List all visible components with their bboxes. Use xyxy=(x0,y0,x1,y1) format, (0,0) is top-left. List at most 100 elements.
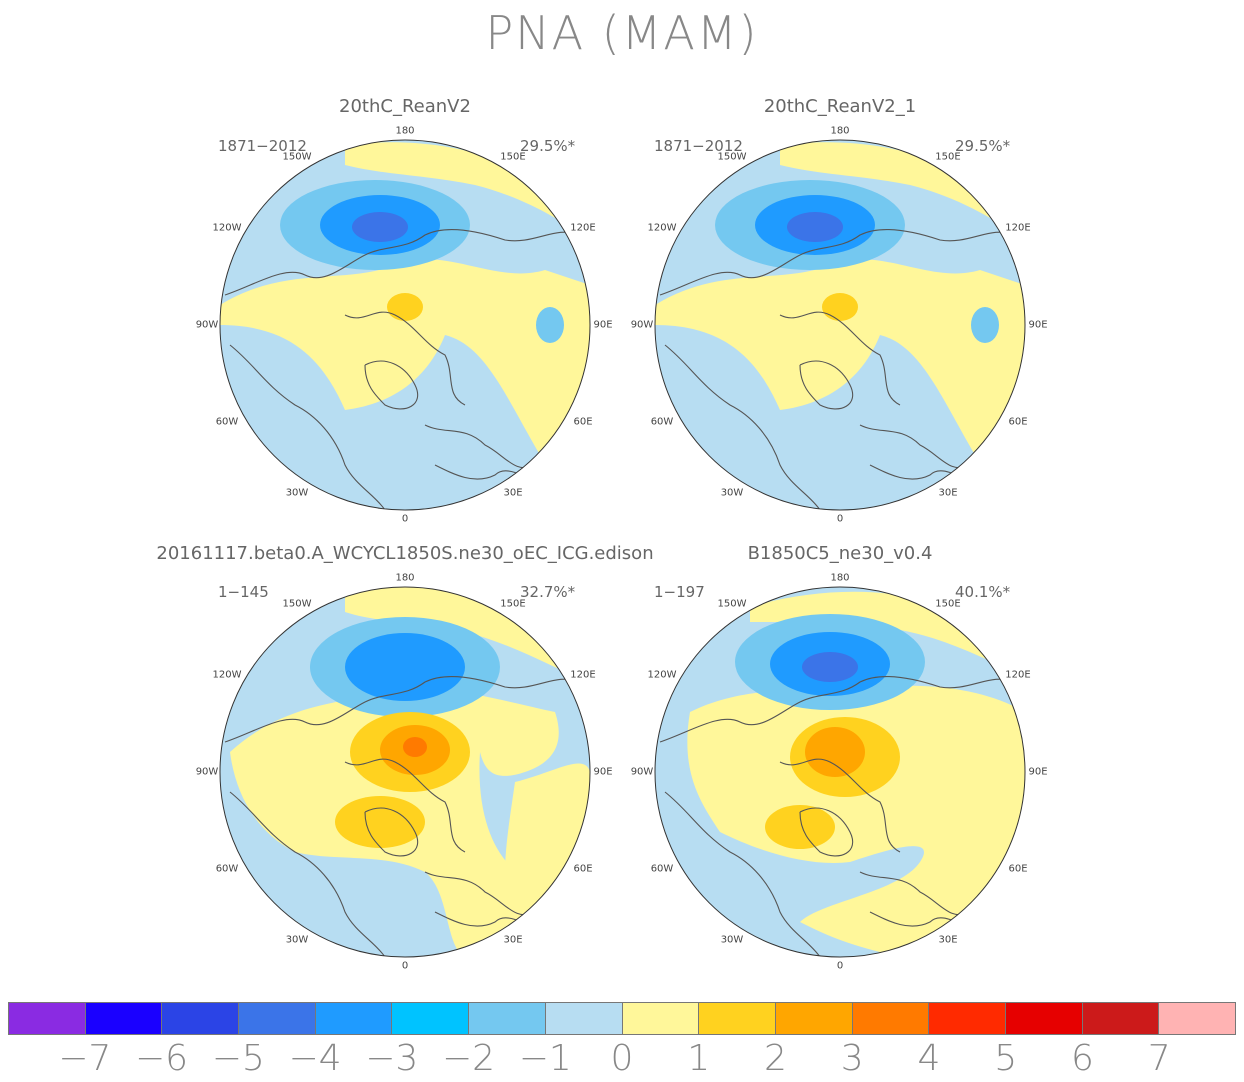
colorbar-tick-label: 4 xyxy=(917,1038,941,1079)
longitude-label: 90W xyxy=(195,319,219,331)
map-border xyxy=(654,586,1026,958)
colorbar-tick-label: 6 xyxy=(1071,1038,1094,1079)
contour-region xyxy=(655,259,1025,455)
longitude-label: 150W xyxy=(282,151,312,163)
polar-map-disk xyxy=(654,139,1026,511)
longitude-label: 150E xyxy=(935,151,961,163)
longitude-label: 60W xyxy=(650,416,674,428)
contour-region xyxy=(535,345,590,465)
map-border xyxy=(654,139,1026,511)
contour-region xyxy=(822,293,858,321)
colorbar-segment xyxy=(239,1003,316,1034)
variance-explained: 29.5%* xyxy=(955,137,1011,155)
longitude-label: 90E xyxy=(593,766,613,778)
colorbar-tick-label: −1 xyxy=(518,1038,572,1079)
polar-map-disk xyxy=(654,586,1026,958)
panel-years: 1−197 xyxy=(654,583,705,601)
longitude-label: 90W xyxy=(195,766,219,778)
longitude-label: 120W xyxy=(647,222,677,234)
contour-region xyxy=(220,259,590,455)
longitude-label: 30E xyxy=(938,487,958,499)
colorbar-tick-label: 0 xyxy=(610,1038,634,1079)
figure-title: PNA (MAM) xyxy=(485,6,759,60)
contour-region xyxy=(387,293,423,321)
panel-title: 20thC_ReanV2_1 xyxy=(763,96,917,117)
polar-map-disk xyxy=(219,586,591,958)
longitude-label: 150W xyxy=(717,151,747,163)
longitude-label: 180 xyxy=(395,572,415,584)
colorbar-tick-label: −6 xyxy=(134,1038,189,1079)
variance-explained: 32.7%* xyxy=(520,583,576,601)
colorbar-tick-label: 5 xyxy=(994,1038,1018,1079)
longitude-label: 120E xyxy=(570,669,596,681)
colorbar-segment xyxy=(929,1003,1006,1034)
coastline xyxy=(224,229,581,296)
coastline xyxy=(779,758,901,853)
longitude-label: 90W xyxy=(630,319,654,331)
coastline xyxy=(779,311,901,406)
longitude-label: 90E xyxy=(1028,319,1048,331)
colorbar-segment xyxy=(1159,1003,1235,1034)
colorbar-segment xyxy=(85,1003,163,1034)
longitude-label: 0 xyxy=(401,513,409,525)
contour-region xyxy=(805,727,865,777)
colorbar-segment xyxy=(162,1003,240,1034)
contour-region xyxy=(780,142,1015,235)
panel-years: 1−145 xyxy=(218,583,269,601)
colorbar-tick-label: −3 xyxy=(365,1038,419,1079)
colorbar-segment xyxy=(469,1003,546,1034)
variance-explained: 40.1%* xyxy=(955,583,1011,601)
panel-years: 1871−2012 xyxy=(654,137,743,155)
longitude-label: 150W xyxy=(717,598,747,610)
contour-region xyxy=(345,142,580,235)
longitude-label: 150W xyxy=(282,598,312,610)
colorbar-tick-label: −4 xyxy=(288,1038,342,1079)
coastline xyxy=(229,344,386,510)
contour-region xyxy=(787,212,843,242)
panel-title: 20thC_ReanV2 xyxy=(339,96,471,117)
colorbar-segment xyxy=(699,1003,776,1034)
longitude-label: 180 xyxy=(830,572,850,584)
longitude-label: 60W xyxy=(215,863,239,875)
contour-region xyxy=(971,307,999,343)
polar-map-disk xyxy=(219,139,591,511)
longitude-label: 60E xyxy=(1008,863,1028,875)
coastline xyxy=(799,360,854,410)
contour-region xyxy=(750,591,1015,672)
longitude-label: 30W xyxy=(285,934,309,946)
longitude-label: 180 xyxy=(395,125,415,137)
coastline xyxy=(659,229,1016,296)
variance-explained: 29.5%* xyxy=(520,137,576,155)
longitude-label: 180 xyxy=(830,125,850,137)
coastline xyxy=(224,676,581,743)
longitude-label: 60E xyxy=(573,416,593,428)
longitude-label: 150E xyxy=(500,598,526,610)
longitude-label: 0 xyxy=(836,960,844,972)
longitude-label: 30E xyxy=(503,934,523,946)
longitude-label: 60E xyxy=(1008,416,1028,428)
longitude-label: 60W xyxy=(650,863,674,875)
map-border xyxy=(219,586,591,958)
contour-region xyxy=(505,763,590,942)
contour-region xyxy=(802,652,858,682)
longitude-label: 90E xyxy=(1028,766,1048,778)
coastline xyxy=(664,791,821,957)
longitude-label: 120E xyxy=(1005,222,1031,234)
contour-region xyxy=(345,633,465,701)
colorbar-segment xyxy=(545,1003,623,1034)
longitude-label: 90E xyxy=(593,319,613,331)
panel-title: 20161117.beta0.A_WCYCL1850S.ne30_oEC_ICG… xyxy=(156,543,654,564)
contour-region xyxy=(765,805,835,849)
longitude-label: 0 xyxy=(401,960,409,972)
colorbar-segment xyxy=(775,1003,853,1034)
longitude-label: 150E xyxy=(935,598,961,610)
longitude-label: 120E xyxy=(570,222,596,234)
map-border xyxy=(219,139,591,511)
coastline xyxy=(659,676,1016,743)
longitude-label: 90W xyxy=(630,766,654,778)
longitude-label: 0 xyxy=(836,513,844,525)
coastline xyxy=(229,791,386,957)
panel-years: 1871−2012 xyxy=(218,137,307,155)
contour-region xyxy=(536,307,564,343)
longitude-label: 120W xyxy=(212,222,242,234)
